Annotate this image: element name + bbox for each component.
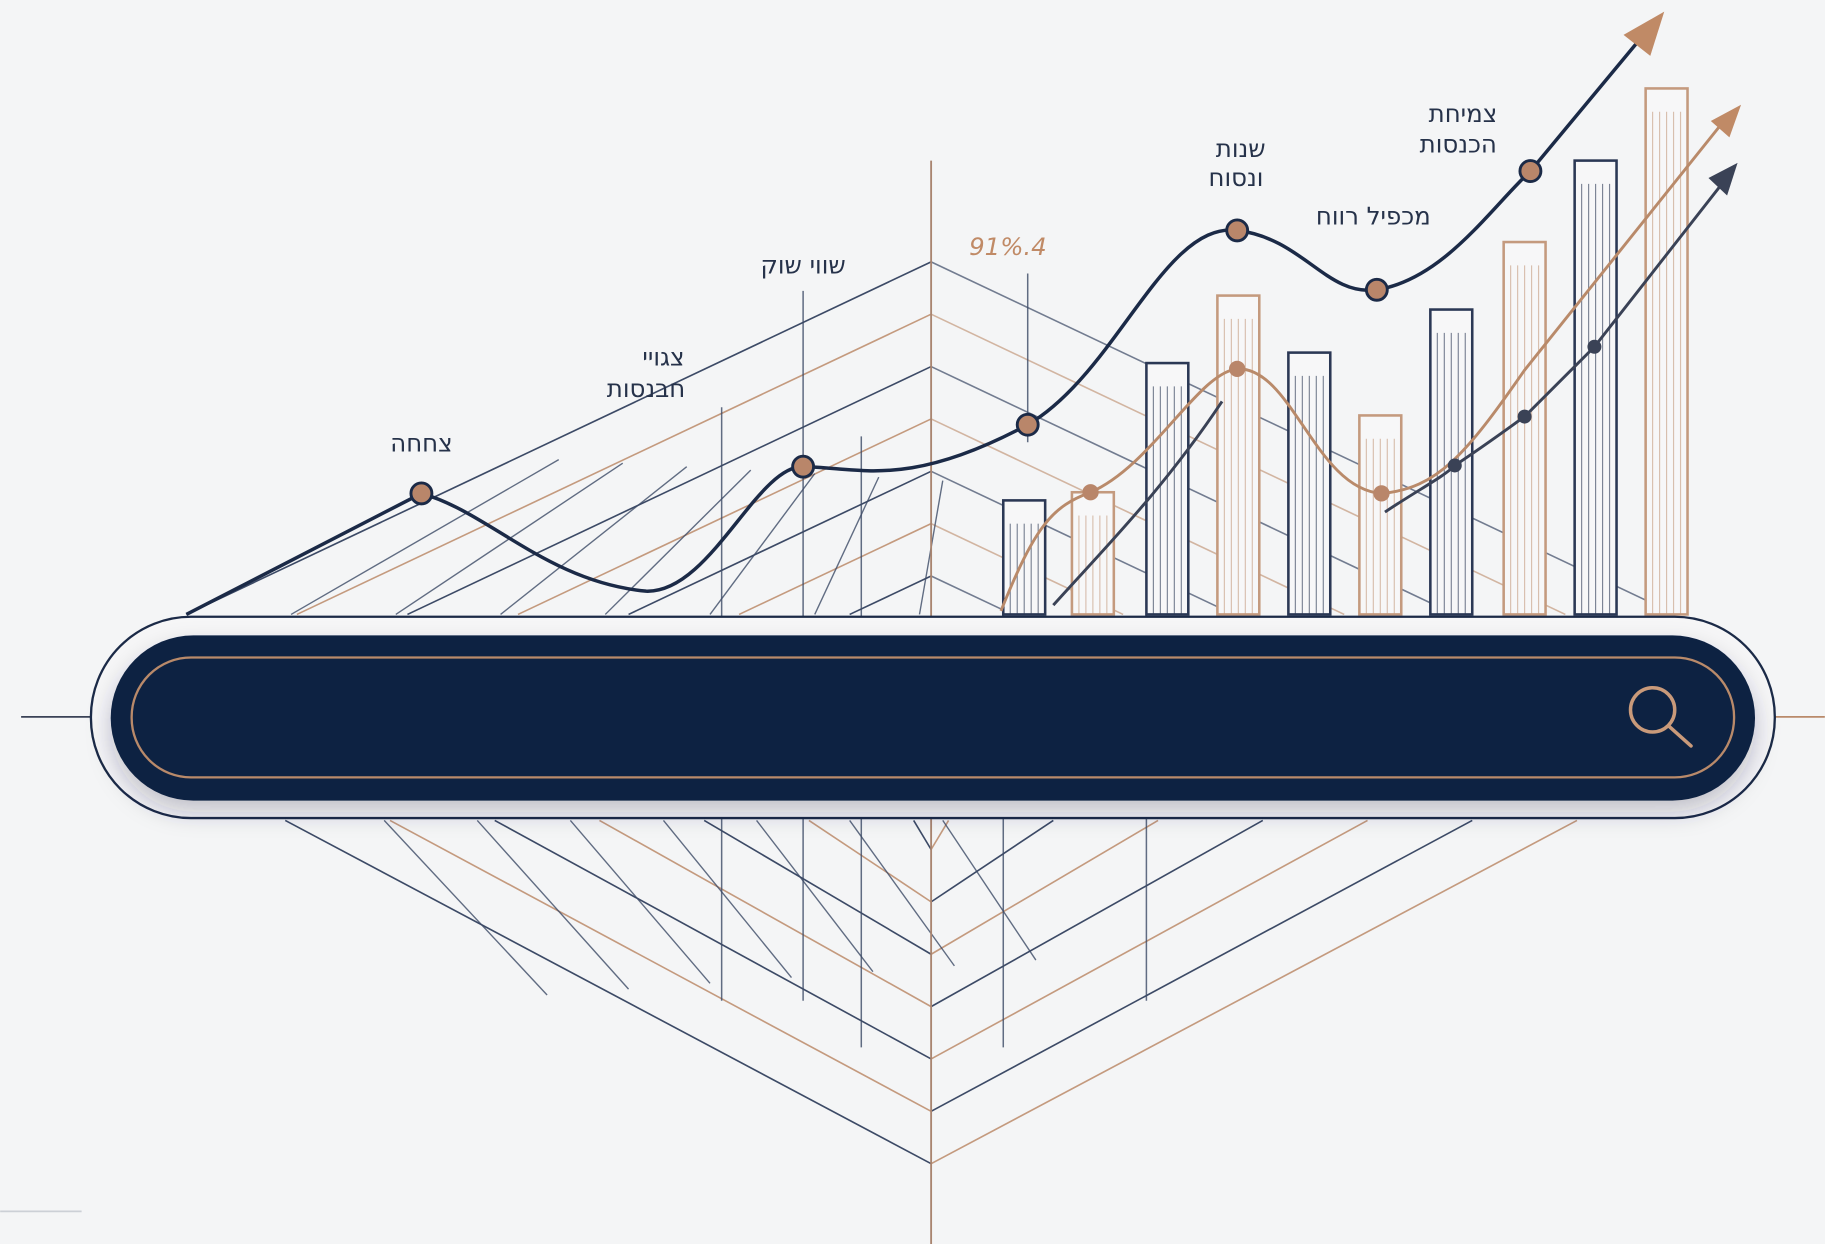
lattice-line xyxy=(703,819,932,955)
lattice-line xyxy=(930,819,1054,903)
point xyxy=(1229,360,1246,378)
search-icon[interactable] xyxy=(1628,686,1693,748)
label: 91%.4 xyxy=(969,232,1047,261)
lattice-line xyxy=(407,365,932,616)
lattice-line xyxy=(942,820,1037,961)
search-bar[interactable] xyxy=(110,635,1756,801)
lattice-line xyxy=(628,470,932,616)
label: ונסוח xyxy=(1209,163,1264,192)
point xyxy=(791,454,816,479)
label: שנות xyxy=(1216,134,1266,163)
lattice-line xyxy=(185,261,932,616)
point xyxy=(1225,218,1250,243)
label: צמיחת xyxy=(1429,99,1498,128)
lattice-line xyxy=(930,819,1264,1008)
label: חבנסות xyxy=(607,374,685,403)
arrow-head xyxy=(1623,11,1665,56)
point xyxy=(1373,485,1390,502)
point xyxy=(409,481,434,506)
label: צחחה xyxy=(390,429,452,458)
lattice-line xyxy=(930,418,1345,616)
lattice-line xyxy=(389,819,932,1113)
arrow-head xyxy=(1710,104,1742,138)
lattice-line xyxy=(284,819,932,1165)
label: שווי שוק xyxy=(761,250,846,279)
points xyxy=(409,159,1602,506)
point xyxy=(1015,412,1040,437)
label: צגויי xyxy=(642,342,684,371)
lattice xyxy=(185,160,1677,1244)
lattice-line xyxy=(383,819,548,996)
lattice-line xyxy=(296,313,932,616)
lattice-line xyxy=(709,473,816,615)
lattice-line xyxy=(930,819,1473,1113)
point xyxy=(1364,277,1389,302)
lattice-line xyxy=(930,819,1578,1165)
lattice-line xyxy=(662,819,793,978)
lattice-line xyxy=(599,819,932,1008)
lattice-line xyxy=(517,418,932,616)
arrow-head xyxy=(1708,162,1738,196)
lattice-line xyxy=(849,575,932,616)
point xyxy=(1447,458,1462,473)
point xyxy=(1517,409,1532,424)
search-input[interactable] xyxy=(110,635,1756,801)
point xyxy=(1587,339,1602,354)
search-icon-handle[interactable] xyxy=(1667,724,1693,748)
lattice-line xyxy=(814,476,880,615)
lattice-line xyxy=(756,819,874,973)
label: מכפיל רווח xyxy=(1316,202,1431,231)
lattice-line xyxy=(476,819,630,990)
point xyxy=(1082,484,1099,501)
lattice-line xyxy=(290,459,560,616)
lattice-line xyxy=(849,820,955,967)
search-inner-border xyxy=(130,656,1736,779)
label: הכנסות xyxy=(1420,129,1497,158)
lattice-line xyxy=(738,522,932,616)
lattice-line xyxy=(500,466,688,615)
lattice-line xyxy=(930,819,1159,955)
copper-curve xyxy=(999,124,1722,612)
lattice-line xyxy=(569,819,711,984)
lattice-line xyxy=(494,819,932,1060)
lattice-line xyxy=(930,575,1013,616)
lattice-line xyxy=(808,819,932,903)
lattice-line xyxy=(912,819,932,850)
search-icon-lens[interactable] xyxy=(1628,686,1677,734)
point xyxy=(1518,159,1543,183)
